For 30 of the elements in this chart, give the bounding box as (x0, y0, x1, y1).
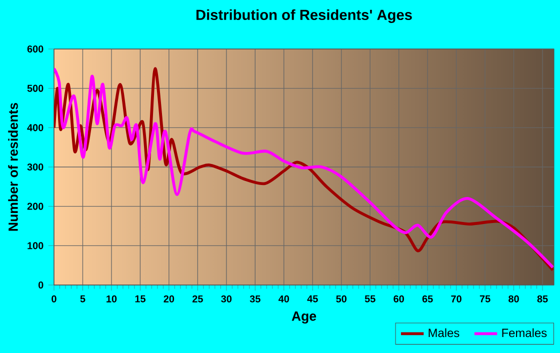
chart-title: Distribution of Residents' Ages (196, 9, 412, 24)
x-tick-label: 75 (480, 295, 490, 302)
x-tick-label: 15 (135, 295, 146, 302)
x-tick-label: 45 (307, 295, 318, 302)
x-tick-label: 60 (394, 295, 404, 302)
x-tick-label: 70 (451, 295, 462, 302)
y-tick-label: 400 (27, 124, 44, 132)
x-tick-label: 20 (164, 295, 174, 302)
legend-label: Males (428, 328, 460, 338)
x-axis-title: Age (292, 312, 316, 324)
legend-label: Females (502, 328, 547, 338)
y-tick-label: 600 (27, 45, 44, 53)
x-tick-label: 85 (537, 295, 548, 302)
x-tick-label: 80 (508, 295, 519, 302)
x-tick-label: 25 (192, 295, 203, 302)
y-tick-label: 500 (27, 84, 44, 92)
y-tick-label: 200 (27, 202, 44, 210)
x-tick-label: 5 (80, 295, 86, 302)
x-tick-label: 40 (278, 295, 290, 302)
x-tick-label: 10 (106, 295, 117, 302)
x-tick-label: 30 (221, 295, 232, 302)
y-tick-label: 100 (28, 242, 44, 250)
x-tick-label: 65 (422, 295, 433, 302)
y-tick-label: 0 (38, 281, 44, 289)
x-tick-label: 55 (364, 295, 376, 302)
x-tick-label: 50 (336, 295, 346, 302)
y-tick-label: 300 (27, 163, 44, 171)
x-tick-label: 0 (52, 295, 56, 302)
x-tick-label: 35 (250, 295, 260, 302)
y-axis-title: Number of residents (8, 102, 18, 231)
